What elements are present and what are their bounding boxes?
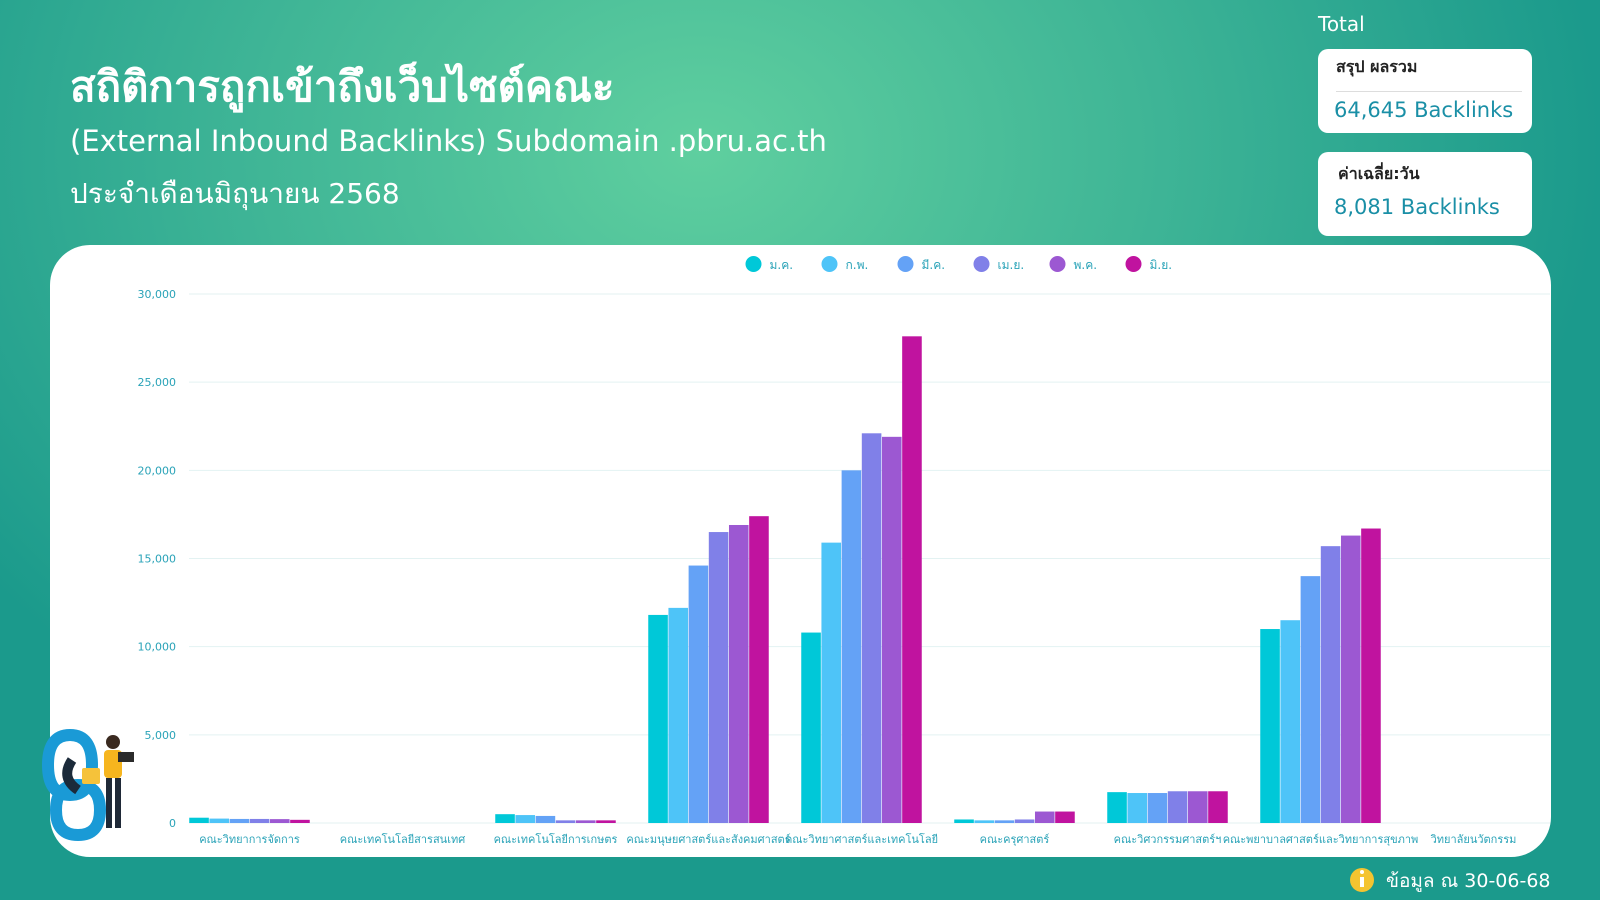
- bar: [688, 565, 709, 823]
- bar: [555, 820, 576, 823]
- average-card: ค่าเฉลี่ย:วัน 8,081 Backlinks: [1318, 152, 1532, 236]
- bar: [1014, 819, 1035, 823]
- total-label: สรุป ผลรวม: [1336, 57, 1418, 76]
- x-tick-label: คณะเทคโนโลยีสารสนเทศ: [340, 832, 465, 846]
- bar: [596, 820, 616, 823]
- bar: [290, 819, 310, 823]
- bar: [209, 818, 230, 823]
- bar: [575, 820, 596, 823]
- average-value: 8,081 Backlinks: [1334, 195, 1500, 219]
- bar: [1280, 620, 1301, 823]
- period: ประจำเดือนมิถุนายน 2568: [70, 177, 400, 210]
- bar: [1167, 791, 1188, 823]
- bar: [229, 818, 250, 823]
- bar: [249, 818, 270, 823]
- bar: [708, 532, 729, 823]
- bar: [861, 433, 882, 823]
- x-tick-label: วิทยาลัยนวัตกรรม: [1430, 833, 1517, 846]
- bar: [1300, 576, 1321, 823]
- illustration: [41, 728, 134, 842]
- x-tick-label: คณะครุศาสตร์: [980, 833, 1050, 846]
- bar: [821, 542, 842, 823]
- bar: [1361, 528, 1381, 823]
- subtitle: (External Inbound Backlinks) Subdomain .…: [70, 124, 827, 158]
- bar: [189, 817, 209, 823]
- x-tick-label: คณะวิทยาศาสตร์และเทคโนโลยี: [785, 832, 938, 846]
- y-tick-label: 10,000: [138, 641, 177, 654]
- legend-label: มิ.ย.: [1150, 258, 1173, 272]
- divider: [1336, 91, 1522, 92]
- x-tick-label: คณะวิศวกรรมศาสตร์ฯ: [1114, 833, 1222, 846]
- bar: [1127, 793, 1148, 823]
- bar: [1187, 791, 1208, 823]
- legend-swatch: [1049, 256, 1066, 272]
- bar: [974, 820, 995, 823]
- info-icon: [1350, 868, 1374, 892]
- y-tick-label: 0: [169, 817, 176, 830]
- bar: [1055, 811, 1075, 823]
- chart-card: [50, 245, 1551, 857]
- bar: [728, 524, 749, 823]
- bar: [1147, 793, 1168, 823]
- bar: [668, 607, 689, 823]
- bar: [269, 819, 290, 823]
- summary-heading: Total: [1318, 12, 1365, 36]
- total-card: สรุป ผลรวม 64,645 Backlinks: [1318, 49, 1532, 133]
- legend-label: พ.ค.: [1074, 258, 1098, 272]
- total-value: 64,645 Backlinks: [1334, 98, 1514, 122]
- y-tick-label: 30,000: [138, 288, 177, 301]
- x-tick-label: คณะพยาบาลศาสตร์และวิทยาการสุขภาพ: [1223, 833, 1419, 846]
- x-tick-label: คณะมนุษยศาสตร์และสังคมศาสตร์: [626, 833, 790, 846]
- legend-swatch: [973, 256, 990, 272]
- legend-label: ม.ค.: [770, 258, 794, 272]
- y-tick-label: 5,000: [145, 729, 177, 742]
- bar: [881, 436, 902, 823]
- bar: [515, 815, 536, 823]
- page-title: สถิติการถูกเข้าถึงเว็บไซต์คณะ: [70, 62, 615, 111]
- footer-note: ข้อมูล ณ 30-06-68: [1386, 870, 1551, 892]
- bar: [841, 470, 862, 823]
- x-tick-label: คณะเทคโนโลยีการเกษตร: [494, 832, 618, 846]
- legend-label: มี.ค.: [922, 258, 946, 272]
- x-tick-label: คณะวิทยาการจัดการ: [199, 833, 300, 846]
- bar: [1340, 535, 1361, 823]
- bar: [1260, 629, 1280, 823]
- legend-swatch: [1125, 256, 1142, 272]
- bar: [495, 814, 515, 823]
- bar: [902, 336, 922, 823]
- bar: [1320, 546, 1341, 823]
- bar: [1034, 811, 1055, 823]
- bar: [535, 815, 556, 823]
- bar: [1208, 791, 1228, 823]
- legend-label: เม.ย.: [998, 258, 1025, 272]
- bar: [648, 614, 668, 823]
- legend-label: ก.พ.: [846, 258, 869, 272]
- bar: [1107, 792, 1127, 823]
- bar: [749, 516, 769, 823]
- legend-swatch: [821, 256, 838, 272]
- average-label: ค่าเฉลี่ย:วัน: [1338, 164, 1420, 183]
- y-tick-label: 15,000: [138, 553, 177, 566]
- y-tick-label: 25,000: [138, 376, 177, 389]
- y-tick-label: 20,000: [138, 464, 177, 477]
- bar: [954, 819, 974, 823]
- legend-swatch: [745, 256, 762, 272]
- bar: [994, 820, 1015, 823]
- legend-swatch: [897, 256, 914, 272]
- bar: [801, 632, 821, 823]
